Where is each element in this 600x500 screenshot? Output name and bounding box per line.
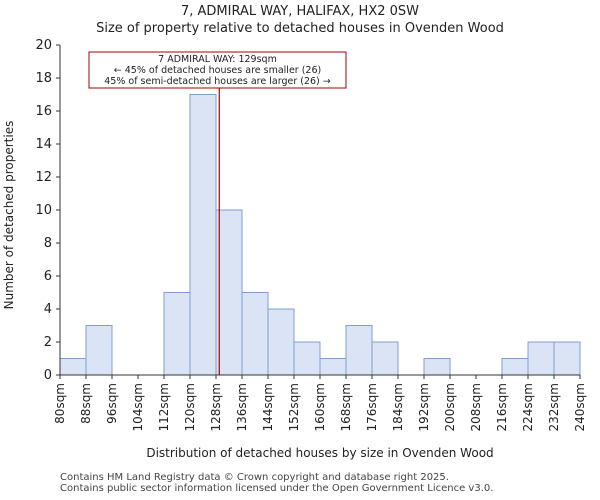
x-tick-label: 112sqm <box>157 383 171 431</box>
chart-subtitle: Size of property relative to detached ho… <box>96 21 504 36</box>
axes-layer: 0 2 4 6 8 10 12 14 16 18 20 80sqm 88sqm 96sqm 104sqm 11… <box>35 38 587 431</box>
bar <box>423 358 451 376</box>
marker-layer: 7 ADMIRAL WAY: 129sqm← 45% of detached h… <box>88 51 347 375</box>
x-tick-label: 144sqm <box>261 383 275 431</box>
y-tick-label: 14 <box>35 137 52 152</box>
x-tick-label: 80sqm <box>53 383 67 424</box>
bar <box>527 341 555 376</box>
bar <box>553 341 581 376</box>
bar <box>267 308 295 376</box>
bar <box>371 341 399 376</box>
x-tick-label: 160sqm <box>313 383 327 431</box>
y-tick-label: 12 <box>35 170 52 185</box>
bar <box>501 358 529 376</box>
y-tick-label: 0 <box>44 368 52 383</box>
x-tick-label: 184sqm <box>391 383 405 431</box>
annotation-text: 7 ADMIRAL WAY: 129sqm <box>158 54 277 65</box>
y-tick-label: 4 <box>44 302 52 317</box>
bar <box>345 325 373 376</box>
bar <box>85 325 113 376</box>
bar <box>163 292 191 376</box>
x-tick-label: 168sqm <box>339 383 353 431</box>
bar <box>319 358 347 376</box>
y-tick-label: 6 <box>44 269 52 284</box>
histogram-chart: 0 2 4 6 8 10 12 14 16 18 20 80sqm 88sqm 96sqm 104sqm 11… <box>2 38 587 460</box>
x-tick-label: 208sqm <box>469 383 483 431</box>
footer-licence: Contains public sector information licen… <box>60 483 494 494</box>
x-tick-label: 88sqm <box>79 383 93 424</box>
y-axis-label: Number of detached properties <box>2 121 16 310</box>
annotation-text: 45% of semi-detached houses are larger (… <box>104 76 331 87</box>
y-tick-label: 2 <box>44 335 52 350</box>
footer-copyright: Contains HM Land Registry data © Crown c… <box>60 472 449 483</box>
x-tick-label: 224sqm <box>521 383 535 431</box>
x-tick-label: 240sqm <box>573 383 587 431</box>
bar <box>293 341 321 376</box>
bar <box>189 94 217 376</box>
y-tick-label: 10 <box>35 203 52 218</box>
x-tick-label: 192sqm <box>417 383 431 431</box>
x-axis-label: Distribution of detached houses by size … <box>146 446 493 460</box>
y-tick-label: 8 <box>44 236 52 251</box>
x-tick-label: 128sqm <box>209 383 223 431</box>
x-tick-label: 136sqm <box>235 383 249 431</box>
x-tick-label: 200sqm <box>443 383 457 431</box>
x-tick-label: 232sqm <box>547 383 561 431</box>
y-tick-label: 18 <box>35 71 52 86</box>
x-tick-label: 120sqm <box>183 383 197 431</box>
bar <box>59 358 87 376</box>
annotation-box <box>88 51 347 89</box>
y-tick-label: 16 <box>35 104 52 119</box>
x-tick-label: 104sqm <box>131 383 145 431</box>
x-tick-label: 96sqm <box>105 383 119 424</box>
bar <box>215 209 243 376</box>
y-tick-label: 20 <box>35 38 52 53</box>
x-tick-label: 216sqm <box>495 383 509 431</box>
chart-title: 7, ADMIRAL WAY, HALIFAX, HX2 0SW <box>180 4 420 19</box>
x-tick-label: 176sqm <box>365 383 379 431</box>
x-tick-label: 152sqm <box>287 383 301 431</box>
bars-layer <box>59 94 581 376</box>
bar <box>241 292 269 376</box>
annotation-text: ← 45% of detached houses are smaller (26… <box>114 65 321 76</box>
